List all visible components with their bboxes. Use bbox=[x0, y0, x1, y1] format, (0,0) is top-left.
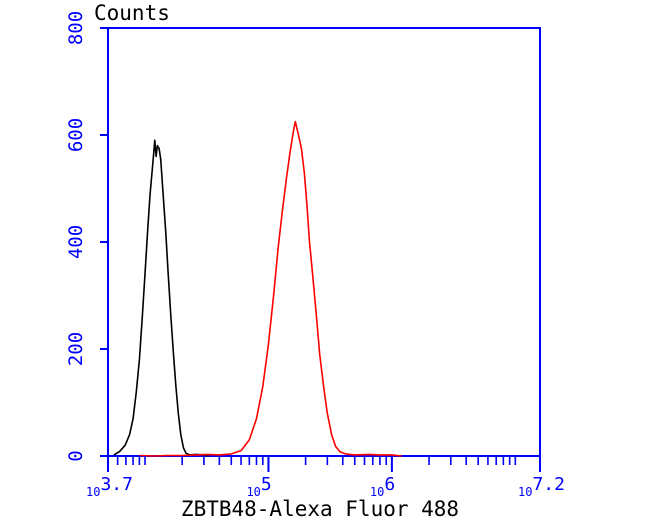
y-tick-label: 200 bbox=[65, 332, 87, 366]
y-axis-label: Counts bbox=[94, 1, 170, 25]
x-axis-ticks: 103.7 105 106 107.2 bbox=[86, 456, 565, 499]
series-group bbox=[113, 120, 402, 457]
x-tick-label-exponent: 6 bbox=[384, 474, 395, 495]
x-tick-label: 105 bbox=[246, 474, 271, 499]
histogram-series-2 bbox=[139, 120, 402, 457]
x-tick-label-base: 10 bbox=[370, 485, 384, 499]
x-tick-label-exponent: 7.2 bbox=[532, 474, 565, 495]
histogram-series-1 bbox=[113, 139, 210, 457]
y-tick-label: 600 bbox=[65, 118, 87, 152]
y-tick-label: 400 bbox=[65, 225, 87, 259]
x-tick-label-exponent: 3.7 bbox=[100, 474, 133, 495]
x-tick-label: 107.2 bbox=[518, 474, 565, 499]
y-axis-ticks: 0 200 400 600 800 bbox=[65, 11, 108, 462]
y-tick-label: 800 bbox=[65, 11, 87, 45]
x-tick-label-exponent: 5 bbox=[261, 474, 272, 495]
x-axis-label: ZBTB48-Alexa Fluor 488 bbox=[181, 497, 459, 520]
x-tick-label: 103.7 bbox=[86, 474, 133, 499]
x-tick-label-base: 10 bbox=[86, 485, 100, 499]
y-tick-label: 0 bbox=[65, 450, 87, 461]
x-tick-label-base: 10 bbox=[518, 485, 532, 499]
x-tick-label: 106 bbox=[370, 474, 395, 499]
x-tick-label-base: 10 bbox=[246, 485, 260, 499]
